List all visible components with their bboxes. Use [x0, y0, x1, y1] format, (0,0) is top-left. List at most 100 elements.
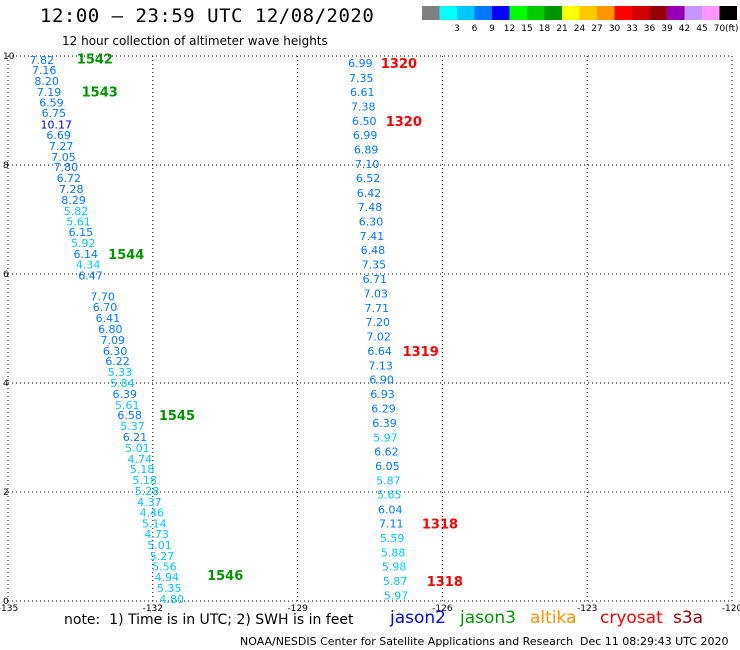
legend-swatch: [527, 6, 545, 20]
wave-height-value: 5.98: [382, 561, 407, 574]
y-tick-label: 0: [3, 597, 9, 607]
wave-height-value: 6.64: [367, 345, 392, 358]
wave-height-value: 5.61: [66, 216, 91, 229]
grid-lines: [7, 55, 733, 602]
wave-height-value: 7.05: [51, 151, 76, 164]
wave-height-value: 5.14: [142, 518, 167, 531]
wave-height-value: 7.10: [355, 158, 380, 171]
legend-swatch: [579, 6, 597, 20]
legend-swatch: [684, 6, 702, 20]
wave-height-value: 4.46: [140, 507, 165, 520]
legend-tick-label: 18: [539, 24, 551, 34]
wave-height-value: 7.41: [360, 230, 385, 243]
wave-height-value: 6.50: [352, 115, 377, 128]
wave-height-value: 7.35: [349, 72, 374, 85]
pass-number-label: 1546: [207, 569, 243, 584]
x-tick-label: -132: [143, 604, 163, 614]
legend-tick-label: 42: [679, 24, 690, 34]
wave-height-value: 6.15: [69, 226, 94, 239]
wave-height-value: 5.37: [120, 420, 145, 433]
wave-height-value: 6.39: [113, 388, 138, 401]
wave-height-value: 8.29: [61, 194, 86, 207]
wave-height-value: 6.42: [357, 187, 382, 200]
wave-height-value: 6.61: [350, 86, 375, 99]
wave-height-value: 5.35: [157, 582, 182, 595]
legend-swatch: [702, 6, 720, 20]
wave-height-value: 5.88: [381, 546, 406, 559]
legend-swatch: [667, 6, 685, 20]
legend-swatch: [492, 6, 510, 20]
wave-height-value: 7.28: [59, 183, 84, 196]
legend-tick-label: 21: [556, 24, 567, 34]
pass-number-label: 1320: [381, 57, 417, 72]
wave-height-value: 8.20: [34, 75, 59, 88]
pass-number-label: 1319: [403, 345, 439, 360]
wave-height-value: 6.90: [369, 374, 394, 387]
credit-line: NOAA/NESDIS Center for Satellite Applica…: [240, 635, 574, 648]
wave-height-value: 5.28: [135, 485, 160, 498]
legend-unit: (ft): [725, 24, 739, 34]
wave-height-value: 6.58: [117, 409, 142, 422]
wave-height-value: 5.27: [150, 550, 175, 563]
sat-label-jason2: jason2: [390, 608, 446, 628]
wave-height-value: 5.84: [110, 377, 135, 390]
x-tick-label: -120: [722, 604, 740, 614]
wave-height-value: 5.92: [71, 237, 96, 250]
wave-height-value: 6.41: [96, 312, 121, 325]
y-tick-label: 6: [3, 270, 9, 280]
wave-height-value: 6.52: [356, 172, 381, 185]
legend-swatch: [439, 6, 457, 20]
y-tick-label: 8: [3, 161, 9, 171]
y-tick-label: 4: [3, 379, 9, 389]
wave-height-value: 5.18: [130, 463, 155, 476]
legend-tick-label: 6: [472, 24, 478, 34]
wave-height-value: 7.19: [37, 86, 62, 99]
wave-height-value: 7.03: [364, 288, 389, 301]
legend-tick-label: 33: [626, 24, 637, 34]
wave-height-value: 6.05: [375, 460, 400, 473]
wave-height-value: 5.87: [376, 475, 401, 488]
wave-height-value: 6.80: [98, 323, 123, 336]
wave-height-value: 5.82: [64, 205, 89, 218]
wave-height-value: 6.89: [354, 144, 379, 157]
sat-label-altika: altika: [530, 608, 577, 628]
generated-timestamp: Dec 11 08:29:43 UTC 2020: [580, 635, 729, 648]
legend-tick-label: 24: [574, 24, 586, 34]
x-tick-label: -123: [577, 604, 597, 614]
legend-tick-label: 27: [591, 24, 602, 34]
legend-tick-label: 3: [454, 24, 460, 34]
legend-swatch: [457, 6, 475, 20]
wave-height-value: 6.29: [371, 403, 396, 416]
wave-height-value: 7.38: [351, 101, 376, 114]
wave-height-value: 6.22: [105, 355, 130, 368]
wave-height-value: 7.09: [100, 334, 125, 347]
wave-height-value: 7.80: [54, 161, 79, 174]
sat-label-cryosat: cryosat: [600, 608, 663, 628]
legend-tick-label: 12: [504, 24, 515, 34]
wave-height-value: 10.17: [41, 119, 73, 132]
legend-tick-label: 39: [661, 24, 673, 34]
legend-swatch: [719, 6, 737, 20]
wave-height-value: 7.35: [362, 259, 387, 272]
pass-number-label: 1543: [82, 85, 118, 100]
legend-tick-label: 45: [696, 24, 707, 34]
pass-number-label: 1318: [427, 575, 463, 590]
legend-swatch: [614, 6, 632, 20]
wave-height-value: 5.65: [377, 489, 402, 502]
pass-number-label: 1318: [422, 518, 458, 533]
wave-height-value: 5.87: [383, 575, 408, 588]
wave-height-value: 5.97: [384, 590, 409, 603]
wave-height-value: 5.61: [115, 399, 140, 412]
legend-swatch: [562, 6, 580, 20]
wave-height-value: 5.59: [380, 532, 405, 545]
wave-height-value: 6.71: [363, 273, 388, 286]
legend-swatch: [544, 6, 562, 20]
wave-height-value: 4.37: [137, 496, 162, 509]
wave-height-value: 6.62: [374, 446, 399, 459]
wave-height-value: 6.04: [378, 503, 403, 516]
y-tick-label: 2: [3, 488, 9, 498]
wave-height-value: 6.59: [39, 96, 64, 109]
wave-height-value: 7.27: [49, 140, 74, 153]
pass-number-label: 1542: [77, 53, 113, 68]
